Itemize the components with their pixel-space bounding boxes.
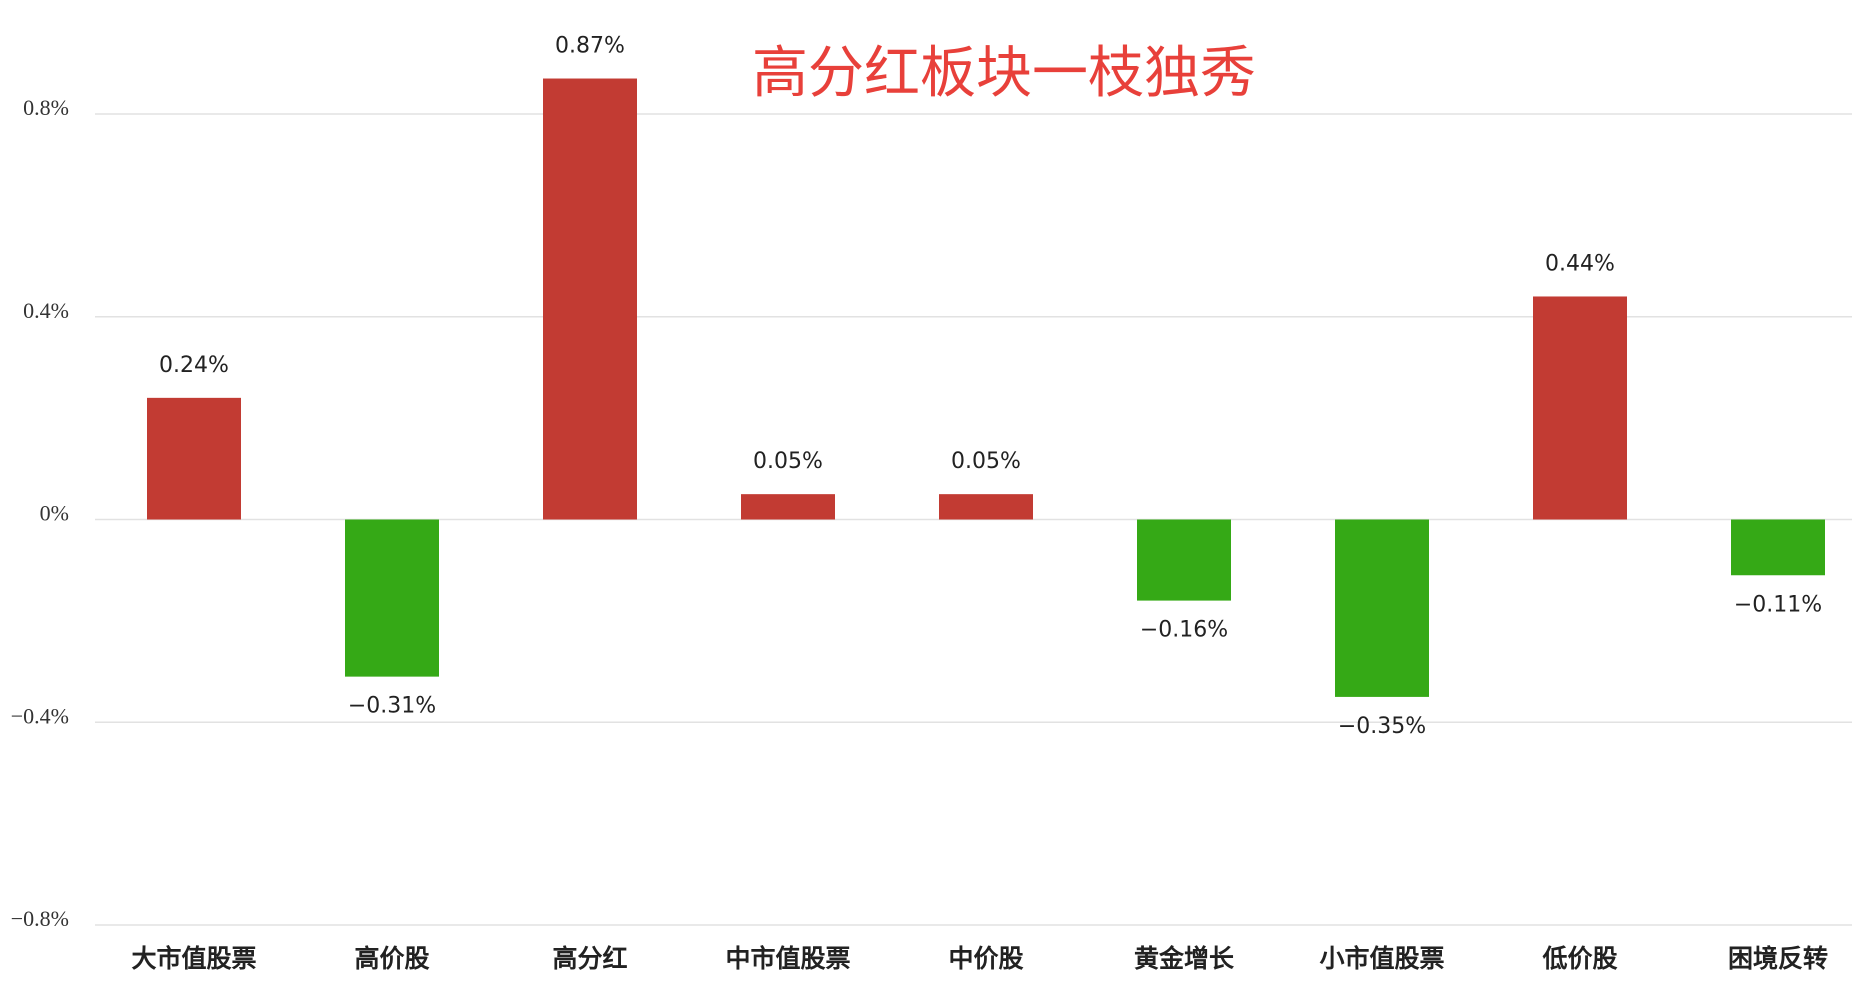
value-label: 0.87%: [555, 34, 625, 59]
value-label: −0.16%: [1140, 618, 1228, 643]
y-tick-label: 0.4%: [23, 298, 69, 323]
value-label: 0.44%: [1545, 251, 1615, 276]
value-label: −0.35%: [1338, 714, 1426, 739]
value-label: −0.11%: [1734, 592, 1822, 617]
x-tick-label: 低价股: [1541, 944, 1617, 973]
x-tick-label: 高分红: [552, 944, 627, 973]
y-tick-label: 0%: [40, 501, 69, 526]
bar: [543, 78, 637, 520]
chart-title: 高分红板块一枝独秀: [752, 41, 1256, 106]
bar: [345, 519, 439, 677]
bar: [147, 397, 241, 520]
y-tick-label: −0.4%: [11, 703, 69, 728]
x-tick-label: 中市值股票: [725, 944, 850, 973]
x-tick-label: 困境反转: [1728, 944, 1828, 973]
y-tick-label: 0.8%: [23, 95, 69, 120]
x-tick-label: 小市值股票: [1319, 944, 1444, 973]
value-label: 0.05%: [753, 449, 823, 474]
bar: [1731, 519, 1825, 576]
x-tick-label: 黄金增长: [1134, 944, 1235, 973]
value-label: 0.05%: [951, 449, 1021, 474]
bar: [1335, 519, 1429, 697]
value-label: −0.31%: [348, 694, 436, 719]
value-label: 0.24%: [159, 353, 229, 378]
x-tick-label: 大市值股票: [131, 944, 256, 973]
x-tick-label: 高价股: [354, 944, 429, 973]
bar: [939, 494, 1033, 520]
bar: [1137, 519, 1231, 601]
bar: [741, 494, 835, 520]
bar: [1533, 296, 1627, 520]
x-tick-label: 中价股: [948, 944, 1023, 973]
y-tick-label: −0.8%: [11, 906, 69, 931]
